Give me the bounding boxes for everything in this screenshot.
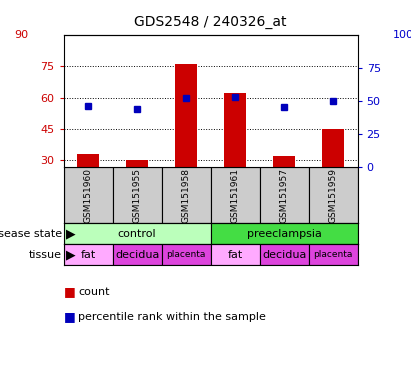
Bar <box>162 167 211 223</box>
Text: disease state: disease state <box>0 229 62 239</box>
Bar <box>162 244 211 265</box>
Bar <box>224 93 246 167</box>
Text: count: count <box>78 287 110 297</box>
Text: control: control <box>118 229 157 239</box>
Bar <box>211 244 260 265</box>
Text: placenta: placenta <box>166 250 206 259</box>
Text: tissue: tissue <box>29 250 62 260</box>
Text: GSM151957: GSM151957 <box>279 167 289 223</box>
Bar <box>309 167 358 223</box>
Bar <box>260 244 309 265</box>
Bar <box>273 156 295 167</box>
Bar <box>64 223 210 244</box>
Text: ▶: ▶ <box>66 248 75 261</box>
Text: GSM151960: GSM151960 <box>84 167 93 223</box>
Bar <box>113 167 162 223</box>
Bar <box>175 64 197 167</box>
Text: ▶: ▶ <box>66 227 75 240</box>
Text: decidua: decidua <box>262 250 306 260</box>
Text: GSM151961: GSM151961 <box>231 167 240 223</box>
Title: GDS2548 / 240326_at: GDS2548 / 240326_at <box>134 15 287 29</box>
Bar <box>211 223 358 244</box>
Text: percentile rank within the sample: percentile rank within the sample <box>78 312 266 322</box>
Bar <box>126 161 148 167</box>
Text: GSM151958: GSM151958 <box>182 167 191 223</box>
Text: preeclampsia: preeclampsia <box>247 229 321 239</box>
Bar <box>322 129 344 167</box>
Bar <box>64 244 113 265</box>
Text: ■: ■ <box>64 310 76 323</box>
Text: fat: fat <box>81 250 96 260</box>
Text: placenta: placenta <box>314 250 353 259</box>
Bar <box>211 167 260 223</box>
Text: 90: 90 <box>14 30 28 40</box>
Text: decidua: decidua <box>115 250 159 260</box>
Text: GSM151955: GSM151955 <box>133 167 142 223</box>
Bar <box>64 167 113 223</box>
Text: GSM151959: GSM151959 <box>328 167 337 223</box>
Bar <box>260 167 309 223</box>
Text: fat: fat <box>228 250 243 260</box>
Text: ■: ■ <box>64 285 76 298</box>
Bar <box>309 244 358 265</box>
Bar <box>77 154 99 167</box>
Bar <box>113 244 162 265</box>
Text: 100%: 100% <box>393 30 411 40</box>
